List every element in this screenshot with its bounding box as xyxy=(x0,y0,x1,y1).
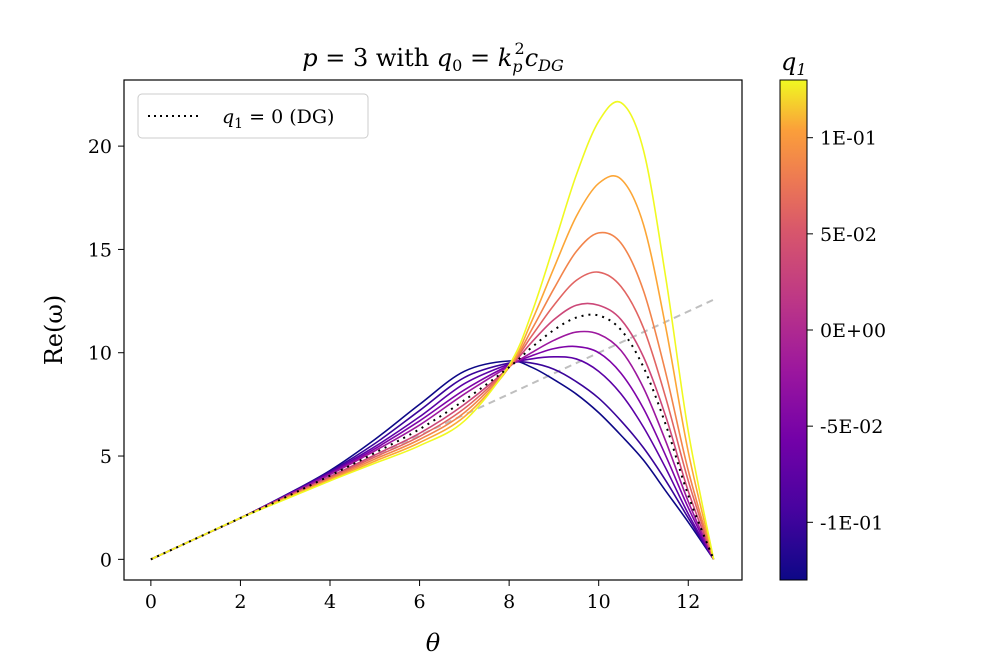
y-tick-label: 20 xyxy=(88,136,112,158)
series-line xyxy=(150,231,715,561)
series-line xyxy=(150,360,715,561)
x-tick-label: 6 xyxy=(414,591,426,613)
colorbar: q1 1E-01 5E-02 0E+00 -5E-02 -1E-01 xyxy=(779,48,886,581)
y-tick-label: 5 xyxy=(100,446,112,468)
colorbar-label: q1 xyxy=(781,48,807,79)
x-tick-label: 12 xyxy=(676,591,700,613)
colorbar-tick-label: -5E-02 xyxy=(820,416,883,438)
legend-label-dg: q1 = 0 (DG) xyxy=(222,106,334,132)
y-tick-label: 10 xyxy=(88,343,112,365)
y-tick-label: 0 xyxy=(100,549,112,571)
x-tick-label: 8 xyxy=(503,591,515,613)
series-line xyxy=(150,360,715,561)
colorbar-gradient xyxy=(779,79,808,581)
x-axis: 0 2 4 6 8 10 12 xyxy=(145,580,700,613)
x-tick-label: 10 xyxy=(587,591,611,613)
chart-title: p = 3 with q0 = kp2cDG xyxy=(302,39,564,76)
plot-frame xyxy=(123,79,743,581)
y-tick-label: 15 xyxy=(88,239,112,261)
x-axis-label: θ xyxy=(426,629,441,657)
series-line xyxy=(150,330,715,561)
colorbar-tick-label: 5E-02 xyxy=(820,224,877,246)
series-line xyxy=(150,175,715,561)
series-line xyxy=(150,100,715,561)
series-line-dg xyxy=(150,313,715,561)
colorbar-tick-label: 1E-01 xyxy=(820,128,877,150)
reference-line xyxy=(150,298,715,561)
legend: q1 = 0 (DG) xyxy=(137,93,369,139)
colorbar-tick-label: 0E+00 xyxy=(820,320,886,342)
colorbar-tick-label: -1E-01 xyxy=(820,512,883,534)
series-line xyxy=(150,356,715,561)
series-line xyxy=(150,345,715,561)
plot-area xyxy=(123,79,743,581)
x-tick-label: 4 xyxy=(324,591,336,613)
y-axis: 0 5 10 15 20 xyxy=(88,136,124,571)
x-tick-label: 2 xyxy=(234,591,246,613)
x-tick-label: 0 xyxy=(145,591,157,613)
y-axis-label: Re(ω) xyxy=(40,295,68,366)
legend-box xyxy=(137,93,369,139)
